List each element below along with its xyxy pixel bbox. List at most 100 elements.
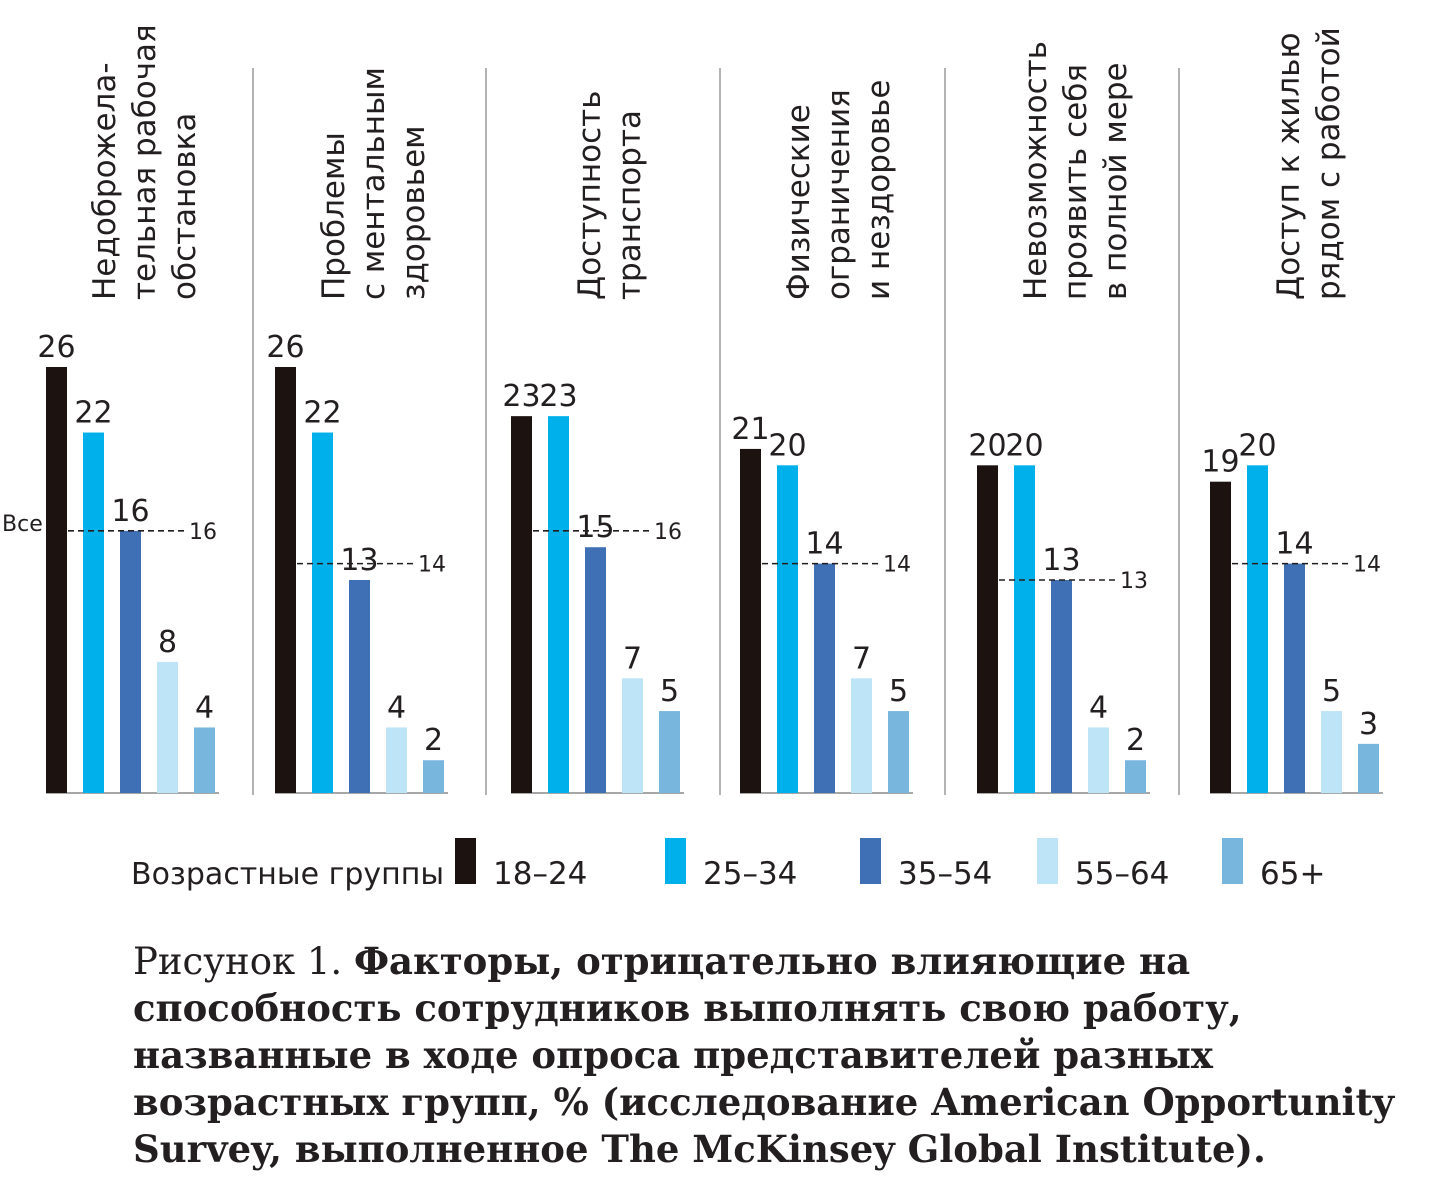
value-label: 22 bbox=[303, 396, 341, 431]
bar-18–24 bbox=[511, 416, 532, 793]
category-label-line: рядом с работой bbox=[1311, 27, 1347, 300]
value-label: 26 bbox=[266, 330, 304, 365]
bar-35–54 bbox=[1051, 580, 1072, 793]
bar-65+ bbox=[1125, 760, 1146, 793]
category-label-line: Проблемы bbox=[316, 132, 352, 300]
bar-25–34 bbox=[312, 432, 333, 793]
bar-55–64 bbox=[851, 678, 872, 793]
category-label: Физические ограничения и нездоровье bbox=[781, 80, 897, 300]
category-label-line: Недоброжела- bbox=[87, 62, 123, 300]
bar-65+ bbox=[194, 727, 215, 793]
legend-label: 35–54 bbox=[898, 856, 992, 892]
reference-value: 16 bbox=[189, 520, 217, 545]
category-label: Доступность транспорта bbox=[572, 90, 648, 300]
legend-swatch bbox=[455, 838, 476, 884]
category-label-line: Физические bbox=[781, 104, 817, 300]
bar-25–34 bbox=[1014, 465, 1035, 793]
value-label: 13 bbox=[340, 543, 378, 578]
value-label: 5 bbox=[1322, 674, 1341, 709]
reference-label: Все bbox=[2, 512, 43, 537]
value-label: 20 bbox=[768, 428, 806, 463]
value-label: 16 bbox=[111, 494, 149, 529]
bar-18–24 bbox=[46, 367, 67, 793]
category-label-line: и нездоровье bbox=[861, 80, 897, 300]
category-label-line: обстановка bbox=[167, 113, 203, 300]
legend-swatch bbox=[1222, 838, 1243, 884]
value-label: 13 bbox=[1042, 543, 1080, 578]
bar-18–24 bbox=[1210, 481, 1231, 793]
category-label-line: Доступ к жилью bbox=[1271, 32, 1307, 300]
bar-18–24 bbox=[275, 367, 296, 793]
reference-value: 13 bbox=[1120, 569, 1148, 594]
category-label-line: проявить себя bbox=[1058, 64, 1094, 300]
bar-35–54 bbox=[814, 563, 835, 793]
bar-35–54 bbox=[585, 547, 606, 793]
bar-25–34 bbox=[777, 465, 798, 793]
category-label-line: Невозможность bbox=[1018, 41, 1054, 300]
reference-value: 14 bbox=[418, 553, 446, 578]
category-label: Проблемы с ментальным здоровьем bbox=[316, 67, 432, 300]
value-label: 7 bbox=[852, 641, 871, 676]
legend-label: 65+ bbox=[1260, 856, 1325, 892]
value-label: 23 bbox=[502, 379, 540, 414]
value-label: 14 bbox=[1275, 527, 1313, 562]
value-label: 8 bbox=[158, 625, 177, 660]
value-label: 5 bbox=[660, 674, 679, 709]
value-label: 23 bbox=[539, 379, 577, 414]
bar-55–64 bbox=[1321, 711, 1342, 793]
value-label: 20 bbox=[968, 428, 1006, 463]
legend-swatch bbox=[1037, 838, 1058, 884]
category-label-line: ограничения bbox=[821, 89, 857, 300]
bar-55–64 bbox=[157, 661, 178, 793]
value-label: 20 bbox=[1238, 428, 1276, 463]
bar-65+ bbox=[659, 711, 680, 793]
figure-title: Факторы, отрицательно влияющие на способ… bbox=[133, 939, 1395, 1171]
bar-65+ bbox=[423, 760, 444, 793]
value-label: 22 bbox=[74, 396, 112, 431]
category-label-line: Доступность bbox=[572, 90, 608, 300]
value-label: 21 bbox=[731, 412, 769, 447]
category-label: Недоброжела-тельная рабочая обстановка bbox=[87, 24, 203, 300]
value-label: 2 bbox=[1126, 723, 1145, 758]
value-label: 3 bbox=[1359, 707, 1378, 742]
bar-65+ bbox=[1358, 743, 1379, 793]
bar-18–24 bbox=[740, 448, 761, 793]
category-label: Невозможность проявить себя в полной мере bbox=[1018, 41, 1134, 300]
legend-label: 25–34 bbox=[703, 856, 797, 892]
category-label: Доступ к жилью рядом с работой bbox=[1271, 27, 1347, 300]
legend-label: 18–24 bbox=[493, 856, 587, 892]
legend-swatch bbox=[665, 838, 686, 884]
category-label-line: с ментальным bbox=[356, 67, 392, 300]
bar-55–64 bbox=[622, 678, 643, 793]
legend-title: Возрастные группы bbox=[131, 857, 444, 892]
value-label: 15 bbox=[576, 510, 614, 545]
value-label: 5 bbox=[889, 674, 908, 709]
value-label: 26 bbox=[37, 330, 75, 365]
bar-55–64 bbox=[1088, 727, 1109, 793]
bar-25–34 bbox=[83, 432, 104, 793]
bar-25–34 bbox=[1247, 465, 1268, 793]
value-label: 4 bbox=[387, 690, 406, 725]
bar-65+ bbox=[888, 711, 909, 793]
reference-value: 14 bbox=[883, 553, 911, 578]
category-label-line: здоровьем bbox=[396, 125, 432, 300]
value-label: 2 bbox=[424, 723, 443, 758]
bar-35–54 bbox=[120, 530, 141, 793]
figure-label: Рисунок 1. bbox=[133, 940, 354, 983]
value-label: 7 bbox=[623, 641, 642, 676]
value-label: 20 bbox=[1005, 428, 1043, 463]
bar-35–54 bbox=[349, 580, 370, 793]
reference-value: 14 bbox=[1353, 553, 1381, 578]
bar-55–64 bbox=[386, 727, 407, 793]
category-label-line: транспорта bbox=[612, 110, 648, 300]
legend-label: 55–64 bbox=[1075, 856, 1169, 892]
bar-18–24 bbox=[977, 465, 998, 793]
bar-25–34 bbox=[548, 416, 569, 793]
bar-35–54 bbox=[1284, 563, 1305, 793]
category-label-line: в полной мере bbox=[1098, 62, 1134, 300]
legend-swatch bbox=[860, 838, 881, 884]
value-label: 14 bbox=[805, 527, 843, 562]
value-label: 4 bbox=[1089, 690, 1108, 725]
value-label: 4 bbox=[195, 690, 214, 725]
value-label: 19 bbox=[1201, 445, 1239, 480]
